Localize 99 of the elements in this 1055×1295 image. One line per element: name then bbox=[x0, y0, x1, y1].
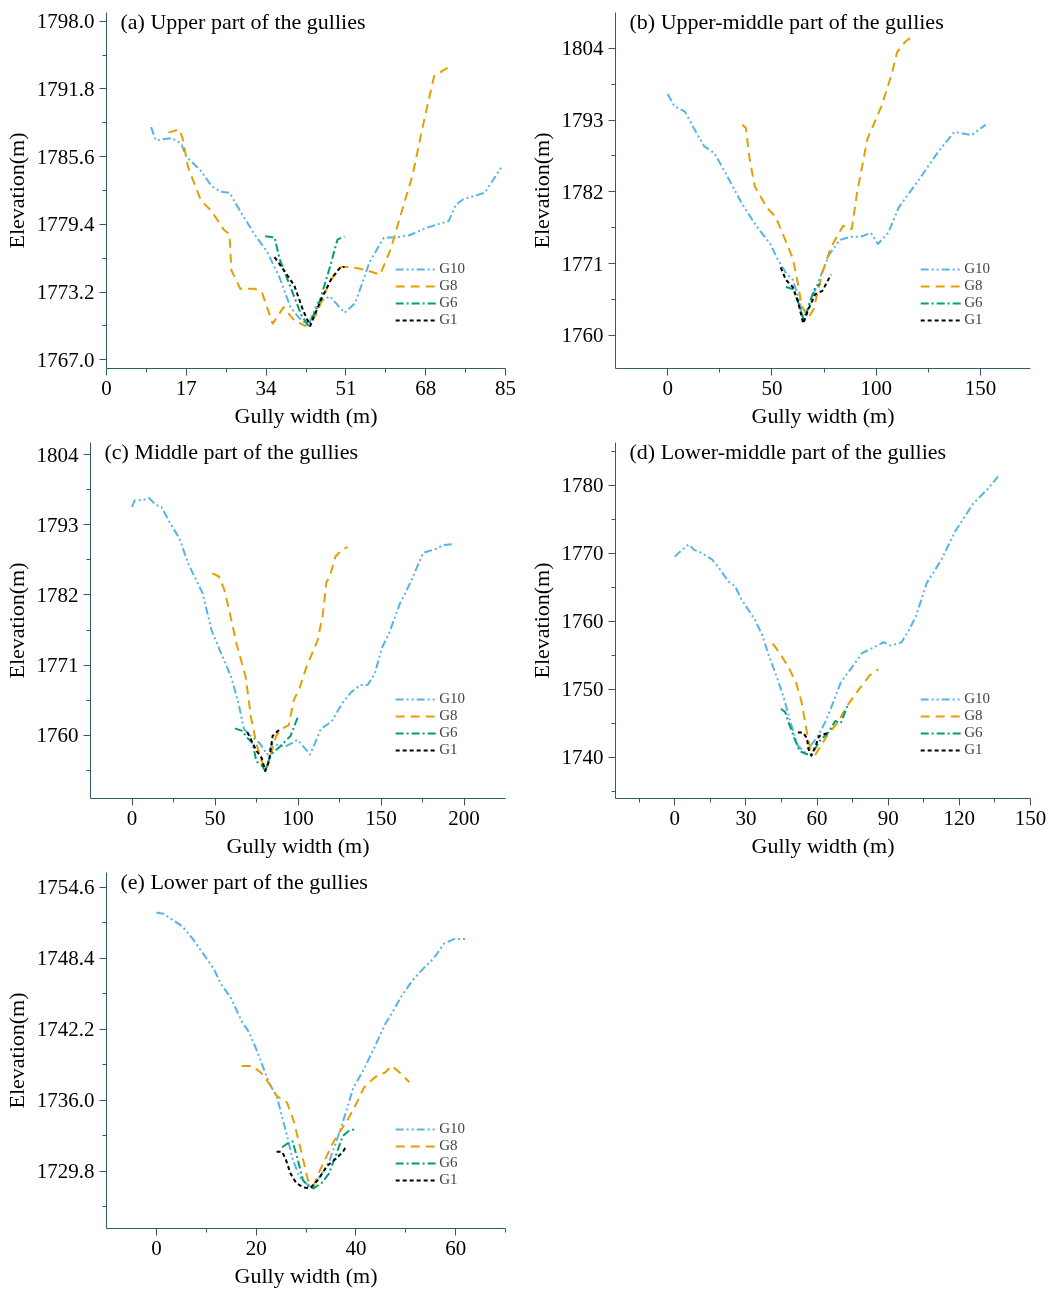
x-tick-label: 60 bbox=[445, 1235, 467, 1260]
y-tick-label: 1798.0 bbox=[36, 9, 95, 34]
legend-label: G1 bbox=[439, 311, 459, 328]
chart-title: (b) Upper-middle part of the gullies bbox=[629, 8, 944, 34]
legend-label: G1 bbox=[439, 741, 459, 758]
x-axis-title: Gully width (m) bbox=[234, 1262, 378, 1288]
y-tick-label: 1729.8 bbox=[36, 1159, 95, 1184]
x-tick-label: 60 bbox=[806, 805, 828, 830]
line-series bbox=[780, 703, 849, 756]
y-tick-label: 1785.6 bbox=[36, 144, 95, 169]
line-series bbox=[281, 1127, 357, 1190]
y-tick-label: 1782 bbox=[36, 582, 79, 607]
x-tick-label: 30 bbox=[735, 805, 757, 830]
chart-title: (a) Upper part of the gullies bbox=[120, 8, 366, 34]
x-tick-label: 50 bbox=[204, 805, 226, 830]
y-tick-label: 1748.4 bbox=[36, 946, 95, 971]
line-series bbox=[155, 911, 467, 1188]
legend-label: G8 bbox=[964, 707, 984, 724]
x-tick-label: 68 bbox=[415, 375, 437, 400]
x-axis-title: Gully width (m) bbox=[234, 402, 378, 428]
y-tick-label: 1793 bbox=[36, 512, 79, 537]
x-tick-label: 0 bbox=[126, 805, 138, 830]
legend-label: G1 bbox=[964, 741, 984, 758]
y-axis-title: Elevation(m) bbox=[3, 992, 29, 1109]
x-tick-label: 100 bbox=[860, 375, 892, 400]
legend-label: G10 bbox=[439, 1120, 465, 1137]
y-tick-label: 1771 bbox=[561, 251, 604, 276]
x-tick-label: 0 bbox=[669, 805, 681, 830]
y-tick-label: 1804 bbox=[36, 442, 79, 467]
y-tick-label: 1770 bbox=[561, 541, 604, 566]
x-tick-label: 50 bbox=[761, 375, 783, 400]
x-tick-label: 20 bbox=[245, 1235, 267, 1260]
y-tick-label: 1782 bbox=[561, 179, 604, 204]
legend-label: G6 bbox=[439, 724, 459, 741]
legend-label: G8 bbox=[439, 277, 459, 294]
y-tick-label: 1804 bbox=[561, 36, 604, 61]
legend-label: G6 bbox=[964, 724, 984, 741]
y-tick-label: 1773.2 bbox=[36, 280, 95, 305]
x-tick-label: 150 bbox=[964, 375, 997, 400]
x-axis-title: Gully width (m) bbox=[751, 832, 895, 858]
x-tick-label: 200 bbox=[448, 805, 480, 830]
x-tick-label: 0 bbox=[662, 375, 673, 400]
legend-label: G6 bbox=[439, 294, 459, 311]
y-tick-label: 1736.0 bbox=[36, 1088, 95, 1113]
x-tick-label: 85 bbox=[495, 375, 516, 400]
line-series bbox=[246, 728, 282, 773]
legend-label: G1 bbox=[439, 1171, 459, 1188]
y-axis-title: Elevation(m) bbox=[3, 562, 29, 679]
legend-label: G8 bbox=[439, 1137, 459, 1154]
line-series bbox=[779, 266, 832, 325]
x-tick-label: 0 bbox=[151, 1235, 162, 1260]
y-tick-label: 1760 bbox=[561, 323, 604, 348]
y-tick-label: 1793 bbox=[561, 108, 604, 133]
x-tick-label: 0 bbox=[101, 375, 112, 400]
x-tick-label: 150 bbox=[1014, 805, 1047, 830]
x-tick-label: 100 bbox=[282, 805, 314, 830]
line-series bbox=[673, 475, 1000, 754]
legend-label: G8 bbox=[439, 707, 459, 724]
chart-title: (e) Lower part of the gullies bbox=[120, 868, 368, 894]
y-tick-label: 1760 bbox=[36, 723, 79, 748]
y-tick-label: 1791.8 bbox=[36, 76, 95, 101]
line-series bbox=[150, 126, 504, 327]
legend-label: G10 bbox=[439, 690, 465, 707]
y-axis-title: Elevation(m) bbox=[528, 132, 554, 249]
y-axis-title: Elevation(m) bbox=[3, 132, 29, 249]
line-series bbox=[240, 1064, 411, 1188]
legend-label: G6 bbox=[964, 294, 984, 311]
x-tick-label: 150 bbox=[365, 805, 397, 830]
x-axis-title: Gully width (m) bbox=[751, 402, 895, 428]
y-tick-label: 1740 bbox=[561, 745, 604, 770]
y-tick-label: 1767.0 bbox=[36, 347, 95, 372]
x-tick-label: 90 bbox=[877, 805, 899, 830]
line-series bbox=[771, 642, 880, 756]
line-series bbox=[784, 282, 822, 323]
line-series bbox=[273, 256, 346, 327]
y-tick-label: 1779.4 bbox=[36, 212, 95, 237]
y-tick-label: 1754.6 bbox=[36, 875, 95, 900]
y-axis-title: Elevation(m) bbox=[528, 562, 554, 679]
x-tick-label: 120 bbox=[943, 805, 976, 830]
x-tick-label: 34 bbox=[255, 375, 278, 400]
legend-label: G8 bbox=[964, 277, 984, 294]
x-axis-title: Gully width (m) bbox=[226, 832, 370, 858]
y-tick-label: 1780 bbox=[561, 473, 604, 498]
y-tick-label: 1742.2 bbox=[36, 1017, 95, 1042]
legend-label: G10 bbox=[439, 260, 465, 277]
x-tick-label: 40 bbox=[345, 1235, 367, 1260]
legend-label: G6 bbox=[439, 1154, 459, 1171]
chart-title: (d) Lower-middle part of the gullies bbox=[629, 438, 947, 464]
y-tick-label: 1760 bbox=[561, 609, 604, 634]
legend-label: G1 bbox=[964, 311, 984, 328]
y-tick-label: 1750 bbox=[561, 677, 604, 702]
line-series bbox=[275, 1145, 348, 1190]
y-tick-label: 1771 bbox=[36, 653, 79, 678]
chart-title: (c) Middle part of the gullies bbox=[104, 438, 359, 464]
x-tick-label: 17 bbox=[175, 375, 197, 400]
legend-label: G10 bbox=[964, 260, 990, 277]
line-series bbox=[264, 235, 346, 327]
legend-label: G10 bbox=[964, 690, 990, 707]
x-tick-label: 51 bbox=[335, 375, 357, 400]
